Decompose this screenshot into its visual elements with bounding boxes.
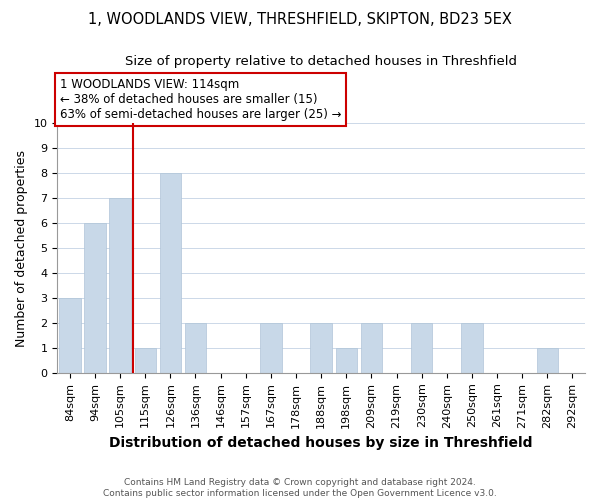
Bar [461, 323, 482, 373]
Text: Contains HM Land Registry data © Crown copyright and database right 2024.
Contai: Contains HM Land Registry data © Crown c… [103, 478, 497, 498]
Text: 1, WOODLANDS VIEW, THRESHFIELD, SKIPTON, BD23 5EX: 1, WOODLANDS VIEW, THRESHFIELD, SKIPTON,… [88, 12, 512, 28]
Bar [361, 323, 382, 373]
Bar [134, 348, 156, 373]
Bar [109, 198, 131, 373]
X-axis label: Distribution of detached houses by size in Threshfield: Distribution of detached houses by size … [109, 436, 533, 450]
Title: Size of property relative to detached houses in Threshfield: Size of property relative to detached ho… [125, 55, 517, 68]
Bar [335, 348, 357, 373]
Bar [536, 348, 558, 373]
Bar [59, 298, 80, 373]
Bar [260, 323, 281, 373]
Bar [84, 223, 106, 373]
Bar [310, 323, 332, 373]
Bar [160, 173, 181, 373]
Bar [411, 323, 433, 373]
Bar [185, 323, 206, 373]
Text: 1 WOODLANDS VIEW: 114sqm
← 38% of detached houses are smaller (15)
63% of semi-d: 1 WOODLANDS VIEW: 114sqm ← 38% of detach… [60, 78, 341, 121]
Y-axis label: Number of detached properties: Number of detached properties [15, 150, 28, 346]
